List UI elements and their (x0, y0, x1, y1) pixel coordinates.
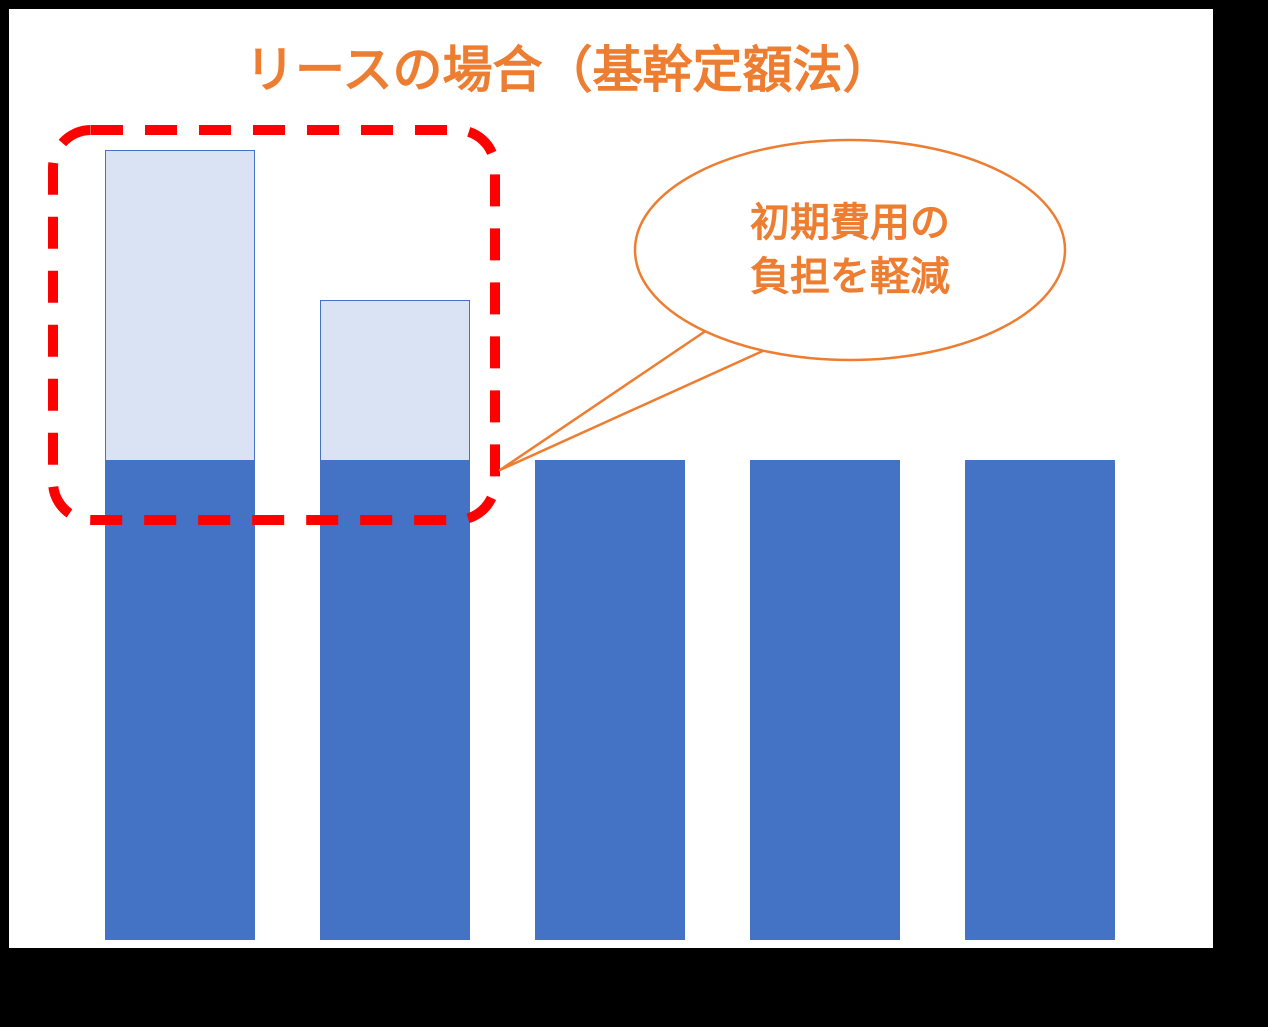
callout-line-1: 初期費用の (750, 196, 950, 250)
canvas-root: リースの場合（基幹定額法） 初期費用の 負担を軽減 (0, 0, 1268, 1027)
callout-line-2: 負担を軽減 (750, 250, 950, 304)
callout-bubble (0, 0, 1268, 1027)
callout-text: 初期費用の 負担を軽減 (745, 193, 955, 307)
